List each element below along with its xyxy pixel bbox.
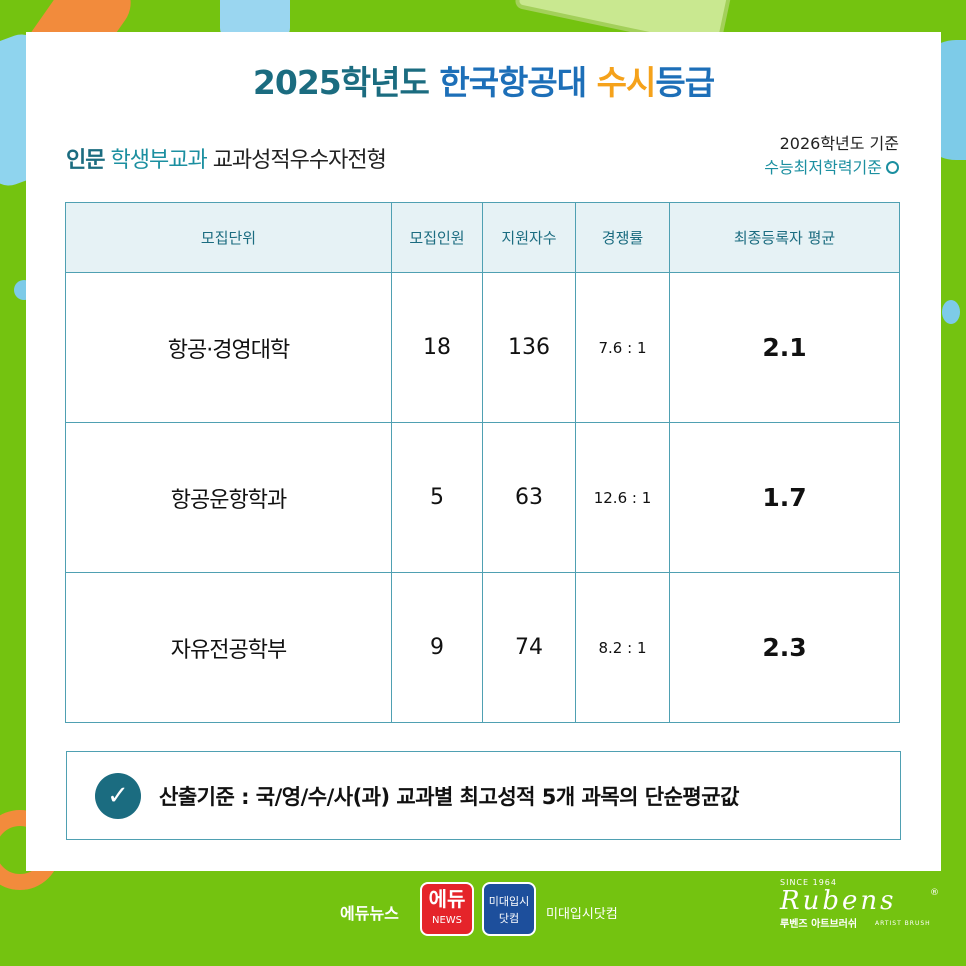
table-row: 항공운항학과 5 63 12.6 : 1 1.7 [65,422,900,573]
criteria-info: 2026학년도 기준 수능최저학력기준 [764,132,899,180]
title-university: 한국항공대 [439,63,587,102]
title-susi: 수시 [596,63,657,102]
midae-logo-line1: 미대입시 [488,895,530,908]
content-card: 2025학년도 한국항공대 수시등급 인문 학생부교과 교과성적우수자전형 20… [26,32,941,871]
cell-ratio: 7.6 : 1 [575,272,670,423]
header-quota: 모집인원 [391,202,483,273]
rubens-logo[interactable]: SINCE 1964 Rubens ® 루벤즈 아트브러쉬 ARTIST BRU… [780,878,939,930]
category-label: 학생부교과 [110,148,207,173]
table-row: 항공·경영대학 18 136 7.6 : 1 2.1 [65,272,900,423]
note-text: 산출기준 : 국/영/수/사(과) 교과별 최고성적 5개 과목의 단순평균값 [159,784,739,809]
criteria-minimum: 수능최저학력기준 [764,156,899,180]
footer-edunews-label: 에듀뉴스 [340,904,399,923]
decoration-blue-drop [942,300,960,324]
cell-average: 2.3 [669,572,900,723]
rubens-script: Rubens [780,886,897,916]
midae-logo-line2: 닷컴 [498,912,520,925]
check-icon: ✓ [95,772,141,819]
cell-quota: 5 [391,422,483,573]
criteria-minimum-label: 수능최저학력기준 [764,158,882,177]
cell-applicants: 74 [482,572,576,723]
header-average: 최종등록자 평균 [669,202,900,273]
criteria-year: 2026학년도 기준 [779,134,899,153]
header-unit: 모집단위 [65,202,392,273]
header-applicants: 지원자수 [482,202,576,273]
rubens-since: SINCE 1964 [780,878,837,887]
type-label: 교과성적우수자전형 [212,148,387,173]
table-row: 자유전공학부 9 74 8.2 : 1 2.3 [65,572,900,723]
cell-quota: 18 [391,272,483,423]
edunews-logo-small: NEWS [431,915,463,926]
title-year: 2025학년도 [252,63,430,102]
edunews-logo-big: 에듀 [428,887,466,911]
edunews-logo[interactable]: 에듀 NEWS [420,882,474,936]
header-ratio: 경쟁률 [575,202,670,273]
page-title: 2025학년도 한국항공대 수시등급 [26,56,941,104]
cell-average: 2.1 [669,272,900,423]
cell-ratio: 8.2 : 1 [575,572,670,723]
track-label: 인문 [66,148,105,173]
footer-midae-label: 미대입시닷컴 [546,907,618,922]
calculation-note: ✓ 산출기준 : 국/영/수/사(과) 교과별 최고성적 5개 과목의 단순평균… [66,751,901,840]
results-table: 모집단위 모집인원 지원자수 경쟁률 최종등록자 평균 항공·경영대학 18 1… [65,202,900,723]
rubens-korean: 루벤즈 아트브러쉬 [780,919,858,930]
cell-unit: 항공운항학과 [65,422,392,573]
circle-o-icon [886,161,899,174]
table-header-row: 모집단위 모집인원 지원자수 경쟁률 최종등록자 평균 [65,202,900,273]
cell-unit: 자유전공학부 [65,572,392,723]
cell-average: 1.7 [669,422,900,573]
cell-ratio: 12.6 : 1 [575,422,670,573]
cell-applicants: 136 [482,272,576,423]
cell-applicants: 63 [482,422,576,573]
cell-unit: 항공·경영대학 [65,272,392,423]
cell-quota: 9 [391,572,483,723]
registered-icon: ® [930,888,939,898]
rubens-artist-brush: ARTIST BRUSH [875,920,931,927]
admission-type: 인문 학생부교과 교과성적우수자전형 [66,142,387,174]
midae-logo[interactable]: 미대입시 닷컴 [482,882,536,936]
title-grade: 등급 [655,63,715,102]
